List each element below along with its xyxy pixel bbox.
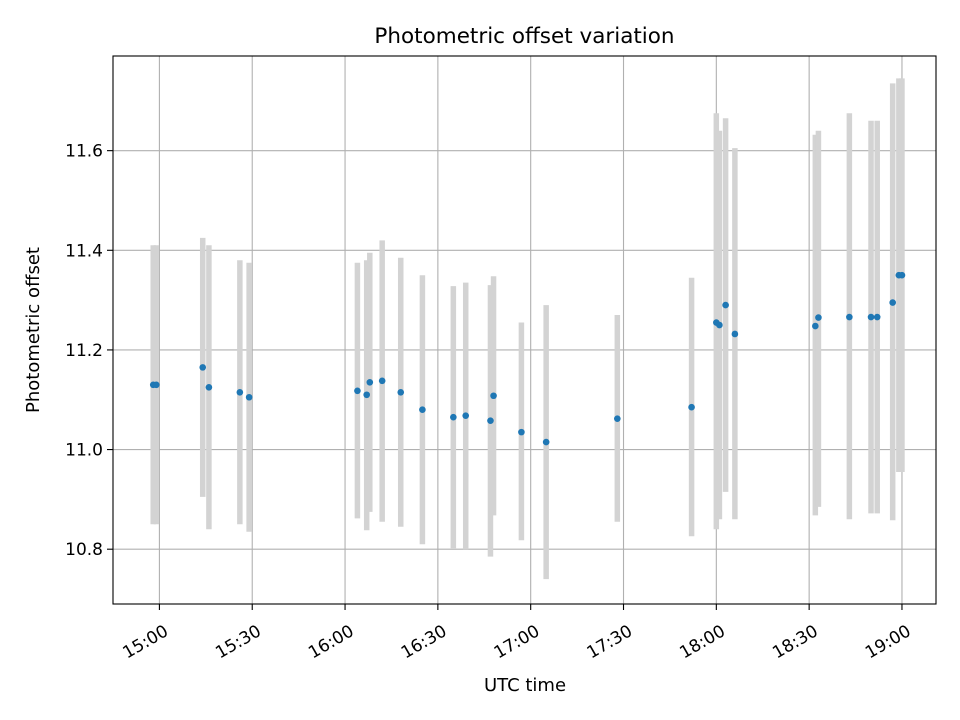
y-axis-label: Photometric offset bbox=[23, 247, 44, 413]
data-point bbox=[614, 415, 621, 422]
data-point bbox=[889, 299, 896, 306]
data-point bbox=[245, 393, 253, 401]
data-point bbox=[487, 417, 494, 424]
data-point bbox=[815, 314, 822, 321]
data-point bbox=[397, 388, 405, 396]
data-point bbox=[722, 301, 729, 309]
y-tick-label: 11.0 bbox=[65, 441, 103, 461]
y-axis: 10.8 11.0 11.2 11.4 11.6 bbox=[65, 142, 113, 560]
data-point bbox=[542, 438, 550, 446]
data-point bbox=[363, 391, 371, 399]
data-point bbox=[205, 383, 213, 391]
data-point bbox=[462, 412, 470, 419]
data-point bbox=[199, 364, 207, 371]
data-point bbox=[812, 322, 819, 330]
data-point bbox=[366, 379, 374, 386]
chart-title: Photometric offset variation bbox=[374, 24, 674, 49]
data-point bbox=[236, 388, 244, 396]
data-point bbox=[716, 321, 723, 329]
data-point bbox=[378, 377, 386, 385]
data-point bbox=[354, 387, 361, 395]
y-tick-label: 11.2 bbox=[65, 341, 103, 361]
data-point bbox=[518, 428, 525, 436]
data-point bbox=[490, 392, 497, 400]
plot-area-frame bbox=[112, 55, 937, 605]
data-point bbox=[873, 313, 881, 321]
data-point bbox=[731, 330, 739, 338]
data-point bbox=[419, 406, 426, 414]
data-point bbox=[450, 413, 457, 421]
data-point bbox=[898, 271, 906, 279]
data-point bbox=[846, 313, 853, 321]
data-point bbox=[867, 313, 875, 321]
y-tick-label: 11.6 bbox=[65, 142, 103, 162]
point-layer bbox=[149, 271, 906, 446]
data-point bbox=[153, 381, 160, 389]
data-point bbox=[688, 403, 695, 411]
x-axis-label: UTC time bbox=[484, 675, 566, 696]
y-tick-label: 10.8 bbox=[65, 540, 103, 560]
y-tick-label: 11.4 bbox=[65, 241, 103, 261]
